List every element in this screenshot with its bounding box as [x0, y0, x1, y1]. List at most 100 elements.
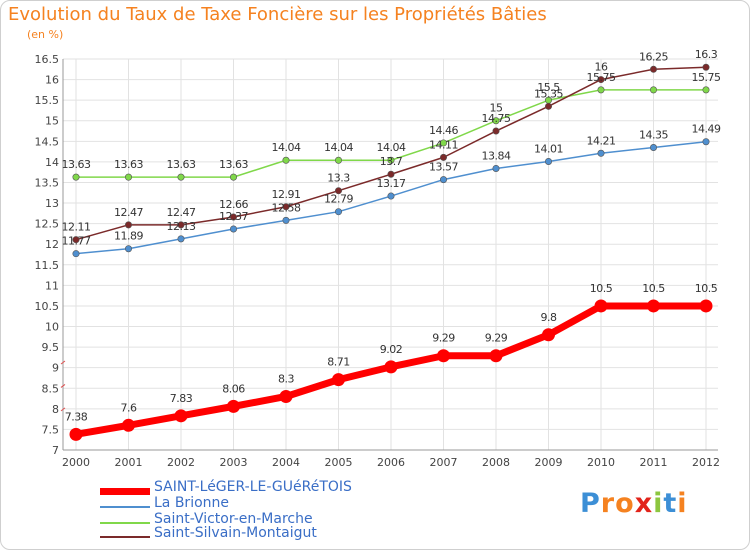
data-label-la-brionne: 14.35: [639, 128, 668, 141]
data-label-saint-silvain: 16: [595, 61, 608, 74]
legend-swatch-saint-victor: [100, 522, 150, 524]
data-point-saint-victor: [649, 86, 657, 94]
legend-label-la-brionne: La Brionne: [154, 495, 230, 511]
x-tick-label: 2012: [692, 456, 720, 469]
data-label-saint-victor: 13.63: [62, 158, 91, 171]
data-point-saint-leger: [332, 373, 345, 387]
y-tick-label: 8: [52, 403, 59, 416]
data-label-saint-victor: 15.5: [537, 81, 560, 94]
data-point-la-brionne: [282, 216, 290, 224]
data-label-saint-leger: 10.5: [642, 282, 665, 295]
data-point-saint-silvain: [125, 221, 133, 229]
y-tick-label: 10: [45, 321, 59, 334]
x-tick-label: 2008: [482, 456, 510, 469]
y-tick-label: 7.5: [42, 423, 60, 436]
logo-letter: o: [615, 488, 635, 519]
data-point-saint-victor: [125, 173, 133, 181]
chart-unit-label: (en %): [27, 28, 64, 41]
y-tick-label: 12: [45, 238, 59, 251]
data-point-la-brionne: [230, 225, 238, 233]
data-label-saint-victor: 14.04: [272, 141, 301, 154]
data-point-la-brionne: [492, 164, 500, 172]
data-point-la-brionne: [544, 157, 552, 165]
data-point-la-brionne: [597, 149, 605, 157]
proxiti-logo: Proxiti: [580, 488, 688, 519]
x-tick-label: 2000: [62, 456, 90, 469]
data-point-saint-silvain: [282, 203, 290, 211]
y-tick-label: 16.5: [35, 53, 60, 66]
data-point-saint-silvain: [492, 127, 500, 135]
y-tick-label: 15: [45, 115, 59, 128]
chart-title: Evolution du Taux de Taxe Foncière sur l…: [8, 4, 547, 25]
data-point-saint-silvain: [649, 65, 657, 73]
data-label-saint-victor: 13.63: [167, 158, 196, 171]
legend-swatch-saint-silvain: [100, 536, 150, 538]
data-label-saint-victor: 14.04: [324, 141, 353, 154]
y-tick-label: 13: [45, 197, 59, 210]
data-point-saint-leger: [437, 349, 450, 363]
data-point-saint-silvain: [387, 170, 395, 178]
data-label-saint-silvain: 13.7: [380, 155, 403, 168]
logo-letter: i: [677, 488, 688, 519]
data-label-la-brionne: 14.21: [587, 134, 616, 147]
data-point-la-brionne: [177, 235, 185, 243]
data-point-la-brionne: [387, 192, 395, 200]
y-tick-label: 16: [45, 74, 59, 87]
data-label-saint-silvain: 14.11: [429, 138, 458, 151]
y-tick-label: 7: [52, 444, 59, 457]
data-label-saint-victor: 14.04: [377, 141, 406, 154]
data-label-la-brionne: 12.58: [272, 201, 301, 214]
data-label-saint-victor: 15.75: [692, 71, 721, 84]
data-point-la-brionne: [649, 143, 657, 151]
data-label-saint-victor: 15.75: [587, 71, 616, 84]
data-label-saint-leger: 9.29: [485, 332, 508, 345]
axis-break-mark: [60, 384, 66, 388]
data-point-la-brionne: [72, 250, 80, 258]
y-tick-label: 13.5: [35, 176, 60, 189]
logo-letter: x: [634, 488, 654, 519]
data-label-saint-silvain: 15.35: [534, 87, 563, 100]
data-point-la-brionne: [702, 138, 710, 146]
data-label-saint-leger: 8.3: [278, 372, 294, 385]
y-tick-label: 11: [45, 279, 59, 292]
logo-letter: t: [663, 488, 678, 519]
y-tick-label: 8.5: [42, 382, 60, 395]
data-label-saint-victor: 13.63: [219, 158, 248, 171]
data-label-saint-silvain: 16.3: [695, 48, 718, 61]
y-tick-label: 15.5: [35, 94, 60, 107]
data-label-la-brionne: 13.17: [377, 177, 406, 190]
data-label-saint-victor: 14.46: [429, 124, 458, 137]
data-point-saint-leger: [122, 418, 135, 432]
data-point-saint-victor: [702, 86, 710, 94]
data-point-saint-victor: [334, 156, 342, 164]
data-label-saint-silvain: 12.11: [62, 221, 91, 234]
y-tick-label: 9.5: [42, 341, 60, 354]
data-label-saint-leger: 8.71: [327, 356, 350, 369]
data-label-la-brionne: 12.37: [219, 210, 248, 223]
data-point-la-brionne: [125, 245, 133, 253]
data-point-saint-silvain: [544, 102, 552, 110]
data-point-la-brionne: [439, 176, 447, 184]
data-label-la-brionne: 11.77: [62, 235, 91, 248]
data-point-saint-victor: [230, 173, 238, 181]
data-point-saint-victor: [439, 139, 447, 147]
data-point-saint-victor: [72, 173, 80, 181]
data-point-saint-leger: [384, 360, 398, 374]
y-tick-label: 9: [52, 362, 59, 375]
data-label-la-brionne: 13.57: [429, 161, 458, 174]
x-tick-label: 2001: [115, 456, 143, 469]
data-label-saint-leger: 7.38: [65, 410, 88, 423]
y-tick-label: 12.5: [35, 218, 60, 231]
x-tick-label: 2010: [587, 456, 615, 469]
data-label-saint-leger: 8.06: [222, 382, 245, 395]
x-tick-label: 2009: [535, 456, 563, 469]
data-point-saint-silvain: [597, 76, 605, 84]
data-point-saint-silvain: [334, 187, 342, 195]
x-tick-label: 2003: [220, 456, 248, 469]
data-point-saint-victor: [282, 156, 290, 164]
axis-break-mark: [60, 407, 66, 412]
data-label-saint-leger: 9.8: [541, 311, 557, 324]
data-point-saint-silvain: [72, 236, 80, 244]
data-label-la-brionne: 13.84: [482, 149, 511, 162]
logo-letter: P: [580, 488, 601, 519]
